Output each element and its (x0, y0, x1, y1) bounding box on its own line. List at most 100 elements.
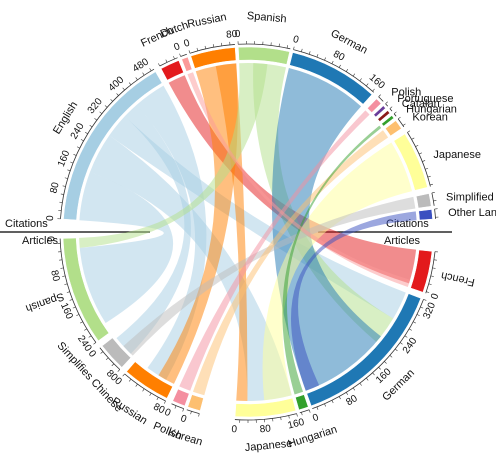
tick (165, 59, 168, 63)
tick-ring (393, 113, 397, 117)
tick (286, 45, 289, 49)
tick (73, 154, 77, 156)
arc (172, 388, 190, 407)
tick-ring (389, 108, 393, 112)
arc (377, 110, 391, 122)
tick (188, 50, 191, 54)
tick (64, 177, 68, 179)
tick (212, 44, 215, 48)
tick-label: 80 (259, 423, 271, 435)
tick (359, 382, 362, 386)
arc (415, 193, 432, 209)
tick-ring (59, 238, 97, 343)
tick (423, 299, 427, 301)
chord (158, 63, 238, 384)
tick-label: 240 (401, 336, 420, 356)
tick (288, 415, 290, 419)
tick (352, 73, 356, 77)
language-label: Simplified Chinese (446, 192, 496, 204)
tick-ring (299, 409, 310, 414)
arc (126, 361, 173, 399)
tick (338, 64, 341, 68)
tick (149, 392, 152, 396)
arc (385, 120, 402, 137)
tick (116, 93, 119, 96)
tick (66, 291, 70, 293)
tick (301, 48, 303, 52)
language-label: French (440, 269, 476, 288)
tick (173, 56, 175, 60)
tick (198, 413, 200, 417)
tick (366, 377, 369, 381)
tick (389, 106, 393, 109)
tick (301, 412, 303, 416)
tick (60, 267, 64, 269)
tick (359, 78, 362, 82)
arc (101, 337, 132, 368)
tick-ring (180, 53, 187, 57)
tick (128, 378, 132, 382)
tick-label: 0 (112, 376, 124, 388)
tick (128, 82, 132, 86)
tick (331, 400, 334, 404)
tick (62, 275, 66, 277)
tick (420, 306, 424, 309)
tick (142, 388, 145, 392)
tick (142, 72, 145, 76)
tick (431, 191, 435, 194)
tick-ring (186, 409, 200, 414)
tick-label: 0 (231, 424, 238, 435)
chord (136, 85, 207, 380)
tick (99, 111, 103, 114)
tick-ring (425, 251, 436, 294)
tick (122, 373, 125, 377)
tick (117, 369, 121, 372)
tick (88, 335, 92, 338)
tick-label: 0 (311, 412, 320, 424)
tick (60, 193, 64, 195)
tick-label: 160 (287, 417, 306, 432)
arc (187, 394, 204, 412)
tick (296, 413, 298, 417)
language-label: Dutch (159, 19, 190, 40)
chord (179, 110, 370, 391)
tick (389, 355, 393, 358)
language-label: Japanese (244, 438, 293, 455)
language-label: Spanish (246, 10, 287, 25)
tick (426, 291, 430, 293)
tick (422, 160, 426, 162)
tick-ring (397, 118, 405, 128)
tick (293, 46, 295, 50)
arc (160, 60, 184, 81)
tick-ring (60, 68, 155, 219)
arc (393, 133, 428, 191)
language-label: Catalan (402, 98, 440, 110)
arc (295, 394, 309, 411)
tick (394, 348, 398, 352)
language-label: Russian (186, 11, 227, 30)
tick-label: 240 (69, 121, 87, 141)
tick (64, 283, 68, 285)
tick-label: 80 (49, 181, 62, 195)
tick-label: 320 (421, 301, 438, 321)
tick (402, 123, 406, 126)
tick (378, 94, 381, 97)
chord (79, 63, 268, 248)
arc (63, 71, 163, 221)
language-label: Japanese (433, 149, 481, 161)
tick (415, 145, 419, 147)
tick (345, 392, 349, 396)
tick (384, 361, 387, 364)
tick (397, 116, 401, 120)
articles-label-left: Articles (22, 235, 59, 247)
tick (164, 400, 166, 404)
tick (100, 351, 104, 354)
tick-label: 80 (331, 49, 346, 64)
tick (72, 306, 76, 309)
tick (378, 367, 381, 370)
arc (181, 56, 193, 72)
tick-label: 0 (292, 34, 300, 46)
tick-label: 80 (48, 269, 61, 283)
language-label: Korean (412, 112, 447, 124)
